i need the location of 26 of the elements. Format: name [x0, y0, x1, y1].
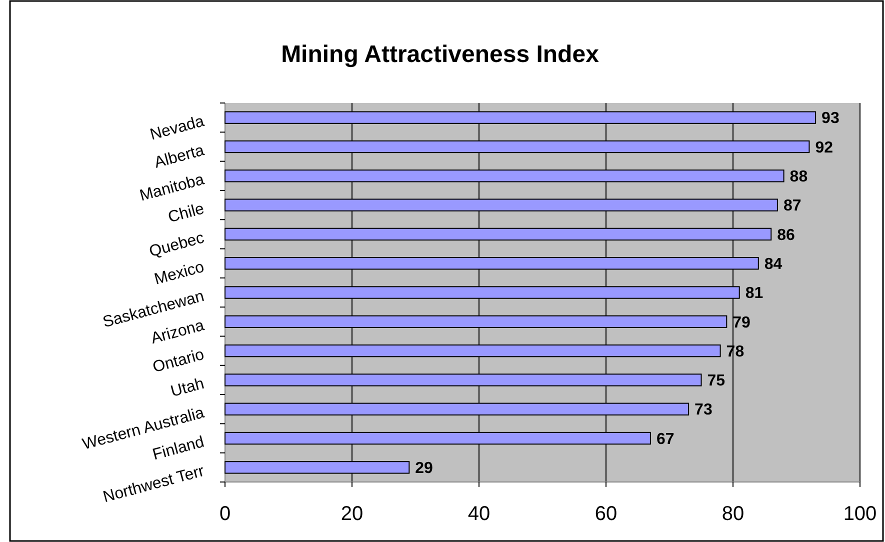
y-tick-label: Quebec	[148, 230, 206, 261]
y-tick-label: Mexico	[152, 258, 206, 288]
x-tick-label: 60	[594, 503, 618, 525]
x-tick-label: 40	[468, 503, 490, 525]
data-label: 87	[783, 198, 802, 215]
x-tick-label: 100	[843, 503, 877, 525]
data-label: 92	[815, 139, 834, 156]
data-label: 88	[790, 168, 808, 186]
x-tick-label: 0	[219, 503, 231, 525]
y-tick-label: Alberta	[152, 142, 206, 172]
data-label: 86	[777, 226, 795, 244]
data-label: 73	[694, 402, 712, 419]
data-label: 81	[745, 285, 764, 302]
y-tick-label: Ontario	[150, 346, 206, 376]
data-label: 79	[732, 314, 751, 332]
chart-title: Mining Attractiveness Index	[281, 41, 600, 68]
data-label: 93	[822, 110, 840, 128]
data-label: 75	[707, 372, 726, 390]
x-tick-label: 80	[722, 503, 744, 525]
y-tick-label: Nevada	[148, 112, 206, 144]
data-label: 29	[415, 460, 434, 478]
y-tick-label: Utah	[168, 375, 206, 401]
data-label: 84	[764, 256, 782, 273]
y-tick-label: Finland	[150, 434, 206, 464]
data-label: 67	[656, 430, 674, 448]
x-tick-label: 20	[340, 503, 364, 525]
